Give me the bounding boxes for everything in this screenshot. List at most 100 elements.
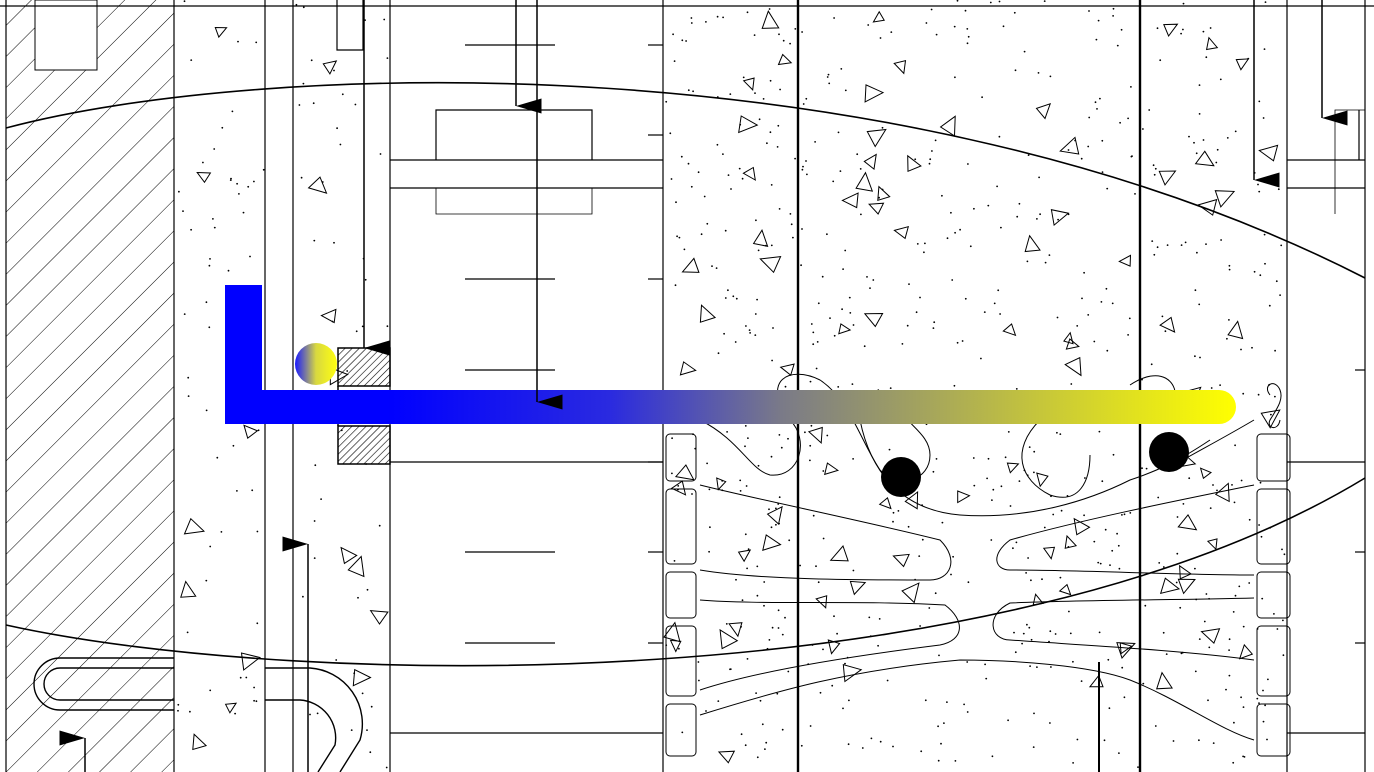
speckle-dot	[932, 327, 935, 329]
speckle-dot	[335, 659, 338, 661]
speckle-dot	[729, 668, 731, 671]
speckle-dot	[959, 228, 961, 231]
speckle-dot	[775, 507, 777, 510]
aggregate-triangle	[872, 10, 885, 23]
speckle-dot	[1248, 518, 1251, 521]
speckle-dot	[1016, 215, 1019, 218]
speckle-dot	[778, 496, 781, 499]
rail-clip	[1256, 703, 1291, 757]
speckle-dot	[776, 146, 779, 148]
speckle-dot	[852, 324, 855, 326]
speckle-dot	[1018, 480, 1021, 482]
speckle-dot	[1039, 213, 1041, 216]
speckle-dot	[1212, 484, 1214, 486]
aggregate-triangle	[1197, 198, 1218, 216]
speckle-dot	[1027, 154, 1030, 157]
speckle-dot	[1000, 485, 1003, 488]
speckle-dot	[681, 39, 684, 42]
aggregate-triangle	[1238, 643, 1254, 660]
aggregate-triangle	[1227, 320, 1244, 340]
speckle-dot	[302, 595, 304, 598]
speckle-dot	[1219, 78, 1222, 81]
speckle-dot	[943, 722, 945, 724]
speckle-dot	[1268, 304, 1271, 307]
speckle-dot	[1127, 117, 1129, 120]
speckle-dot	[716, 96, 719, 98]
speckle-dot	[986, 477, 988, 480]
speckle-dot	[1264, 262, 1266, 265]
speckle-dot	[1137, 766, 1139, 768]
speckle-dot	[1198, 303, 1201, 306]
aggregate-triangle	[904, 490, 919, 510]
speckle-dot	[778, 208, 781, 210]
speckle-dot	[782, 39, 785, 42]
speckle-dot	[1018, 202, 1021, 205]
speckle-dot	[852, 569, 855, 572]
speckle-dot	[954, 760, 957, 762]
speckle-dot	[814, 141, 816, 143]
speckle-dot	[1279, 294, 1281, 296]
speckle-dot	[1215, 161, 1218, 164]
speckle-dot	[1232, 611, 1235, 613]
speckle-dot	[1032, 746, 1035, 748]
speckle-dot	[802, 103, 805, 105]
blue-to-yellow-bar	[225, 285, 1236, 424]
aggregate-triangle	[1214, 482, 1230, 503]
speckle-dot	[1228, 268, 1231, 271]
aggregate-triangle	[1118, 254, 1132, 267]
aggregate-triangle	[864, 84, 885, 103]
speckle-dot	[1100, 301, 1103, 303]
aggregate-triangle	[1258, 144, 1279, 162]
speckle-dot	[860, 213, 862, 216]
speckle-dot	[794, 157, 796, 160]
speckle-dot	[809, 444, 812, 447]
speckle-dot	[956, 341, 959, 344]
speckle-dot	[997, 289, 1000, 292]
speckle-dot	[815, 565, 817, 568]
speckle-dot	[1153, 173, 1156, 176]
speckle-dot	[972, 457, 975, 459]
speckle-dot	[1036, 666, 1038, 668]
speckle-dot	[678, 236, 681, 239]
speckle-dot	[1228, 649, 1230, 651]
speckle-dot	[762, 98, 765, 100]
speckle-dot	[685, 40, 687, 42]
speckle-dot	[1099, 97, 1101, 100]
speckle-dot	[848, 296, 851, 299]
speckle-dot	[1142, 128, 1144, 130]
speckle-dot	[1199, 356, 1201, 359]
speckle-dot	[810, 323, 813, 325]
speckle-dot	[954, 231, 956, 234]
speckle-dot	[815, 367, 818, 370]
aggregate-triangle	[728, 622, 743, 638]
speckle-dot	[1176, 516, 1179, 518]
speckle-dot	[1022, 632, 1025, 635]
speckle-dot	[1023, 50, 1026, 53]
aggregate-triangle	[1088, 674, 1104, 688]
speckle-dot	[768, 508, 770, 511]
speckle-dot	[770, 526, 773, 529]
speckle-dot	[837, 386, 840, 388]
speckle-dot	[934, 592, 937, 595]
speckle-dot	[784, 385, 787, 388]
speckle-dot	[673, 560, 676, 562]
rail-clip	[1256, 433, 1291, 482]
speckle-dot	[683, 248, 686, 251]
speckle-dot	[715, 267, 718, 269]
aggregate-triangle	[893, 225, 910, 240]
speckle-dot	[754, 313, 757, 315]
aggregate-triangle	[674, 464, 695, 481]
speckle-dot	[1251, 346, 1253, 349]
speckle-dot	[1152, 164, 1155, 167]
speckle-dot	[1182, 503, 1185, 505]
speckle-dot	[302, 82, 305, 85]
speckle-dot	[703, 195, 706, 198]
aggregate-triangle	[369, 610, 389, 625]
speckle-dot	[931, 150, 933, 152]
speckle-dot	[1195, 152, 1198, 155]
speckle-dot	[1208, 646, 1211, 649]
speckle-dot	[921, 538, 924, 541]
speckle-dot	[946, 237, 949, 240]
speckle-dot	[378, 524, 381, 527]
speckle-dot	[755, 219, 757, 222]
